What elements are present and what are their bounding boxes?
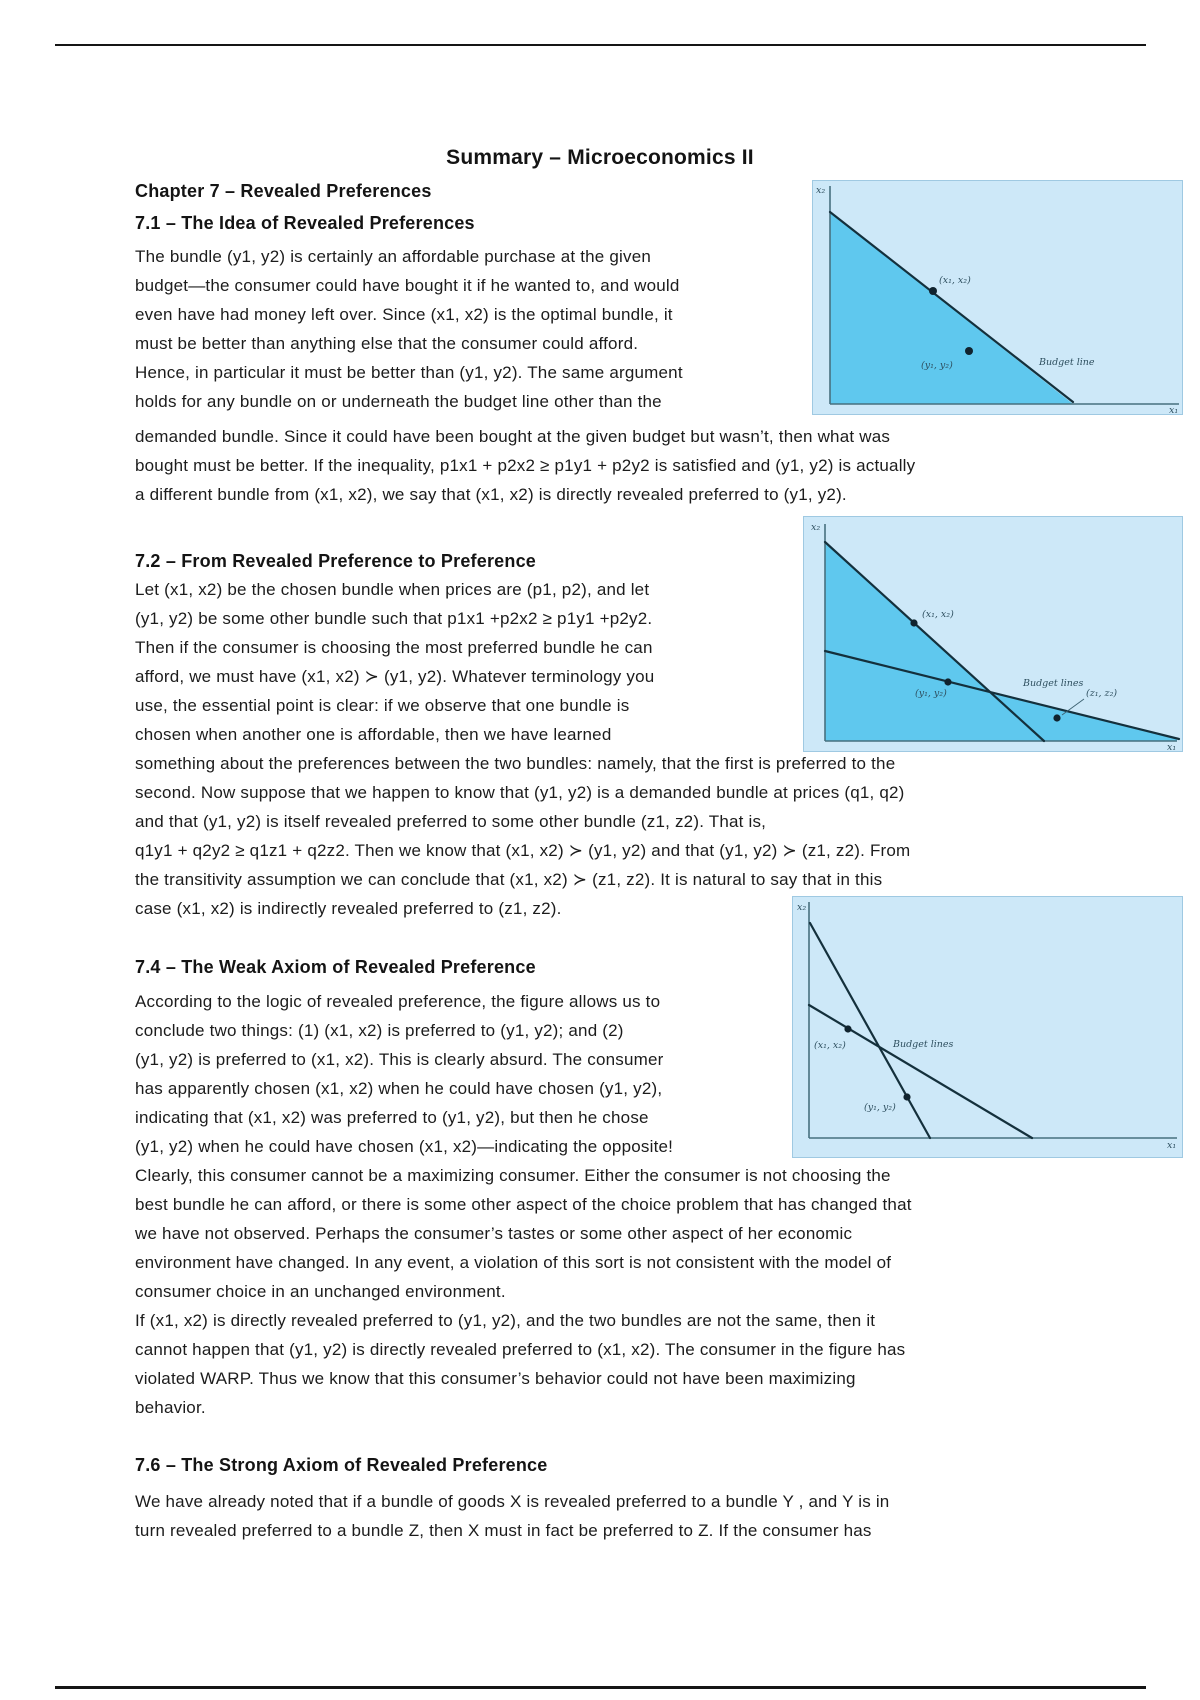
bundle-x-label: (x₁, x₂) <box>939 275 971 286</box>
section-7-6-paragraph: We have already noted that if a bundle o… <box>135 1492 890 1540</box>
bundle-y-label: (y₁, y₂) <box>915 688 947 699</box>
budget-lines-caption: Budget lines <box>1022 678 1084 689</box>
figure-background <box>792 896 1183 1158</box>
section-7-2-paragraph-wide: something about the preferences between … <box>135 754 911 918</box>
budget-line <box>828 210 1075 404</box>
section-7-1-paragraph-wide: demanded bundle. Since it could have bee… <box>135 427 916 504</box>
top-rule <box>55 44 1146 46</box>
x-axis-label: x₁ <box>1169 405 1178 415</box>
bundle-y-dot <box>965 347 973 355</box>
budget-line-steep <box>808 921 932 1140</box>
section-7-6-heading: 7.6 – The Strong Axiom of Revealed Prefe… <box>135 1455 548 1475</box>
bundle-x-label: (x₁, x₂) <box>922 609 954 620</box>
section-7-1-paragraph-narrow: The bundle (y1, y2) is certainly an affo… <box>135 247 683 411</box>
section-7-4-paragraph-wide: Clearly, this consumer cannot be a maxim… <box>135 1166 912 1417</box>
figure-border <box>812 180 1183 415</box>
bottom-rule <box>55 1686 1146 1689</box>
bundle-z-callout <box>1061 698 1085 716</box>
budget-set-fill <box>825 542 1177 741</box>
section-7-4-paragraph-narrow: According to the logic of revealed prefe… <box>135 992 674 1156</box>
section-7-2-heading: 7.2 – From Revealed Preference to Prefer… <box>135 551 536 571</box>
bundle-y-label: (y₁, y₂) <box>921 360 953 371</box>
y-axis-label: x₂ <box>797 902 806 913</box>
budget-lines-caption: Budget lines <box>892 1039 954 1050</box>
figure-border <box>792 896 1183 1158</box>
bundle-x-label: (x₁, x₂) <box>814 1040 846 1051</box>
figure-border <box>803 516 1183 752</box>
x-axis-label: x₁ <box>1167 742 1176 752</box>
budget-figure-1: (x₁, x₂) (y₁, y₂) Budget line x₂ x₁ <box>812 180 1183 415</box>
x-axis-label: x₁ <box>1167 1140 1176 1151</box>
budget-line-caption: Budget line <box>1038 357 1095 368</box>
y-axis-label: x₂ <box>816 185 825 196</box>
budget-line-steep <box>823 540 1046 743</box>
page-title: Summary – Microeconomics II <box>446 146 754 169</box>
section-7-4-heading: 7.4 – The Weak Axiom of Revealed Prefere… <box>135 957 536 977</box>
bundle-y-label: (y₁, y₂) <box>864 1102 896 1113</box>
section-7-2-paragraph-narrow: Let (x1, x2) be the chosen bundle when p… <box>135 580 655 744</box>
section-7-1-heading: 7.1 – The Idea of Revealed Preferences <box>135 213 475 233</box>
bundle-y-dot <box>903 1093 911 1101</box>
budget-line-flat <box>823 649 1181 741</box>
chapter-heading: Chapter 7 – Revealed Preferences <box>135 181 432 201</box>
budget-figure-3: (x₁, x₂) (y₁, y₂) Budget lines x₂ x₁ <box>792 896 1183 1158</box>
budget-figure-2: (x₁, x₂) (y₁, y₂) (z₁, z₂) Budget lines … <box>803 516 1183 752</box>
y-axis-label: x₂ <box>811 522 820 533</box>
bundle-z-dot <box>1053 714 1061 722</box>
bundle-x-dot <box>929 287 937 295</box>
bundle-x-dot <box>844 1025 852 1033</box>
bundle-z-label: (z₁, z₂) <box>1086 688 1117 699</box>
bundle-y-dot <box>944 678 952 686</box>
bundle-x-dot <box>910 619 918 627</box>
